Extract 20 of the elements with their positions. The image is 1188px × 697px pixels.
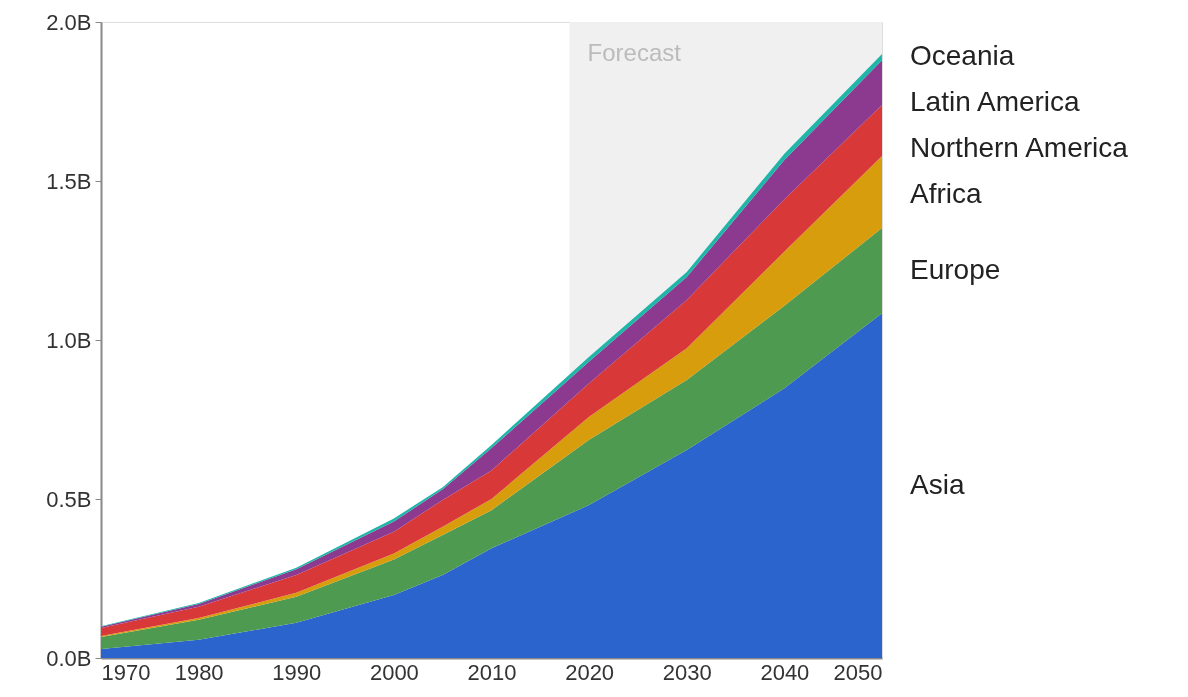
x-tick-label: 2010 [467,659,517,685]
series-label: Latin America [910,86,1081,118]
x-tick-label: 2050 [833,659,883,685]
x-tick-label: 2030 [662,659,712,685]
x-tick-label: 1970 [101,659,151,685]
series-label: Northern America [910,132,1129,164]
y-tick-label: 0.0B [46,645,92,671]
y-tick-label: 0.5B [46,486,92,512]
x-tick-label: 2000 [369,659,419,685]
x-tick-label: 2020 [565,659,615,685]
series-label: Africa [910,178,982,210]
y-tick-label: 1.0B [46,327,92,353]
x-tick-label: 2040 [760,659,810,685]
x-tick-label: 1980 [174,659,224,685]
series-label: Oceania [910,40,1015,72]
y-tick-label: 1.5B [46,168,92,194]
x-tick-label: 1990 [272,659,322,685]
y-tick-label: 2.0B [46,9,92,35]
series-label: Europe [910,253,1001,285]
series-label: Asia [910,468,965,500]
